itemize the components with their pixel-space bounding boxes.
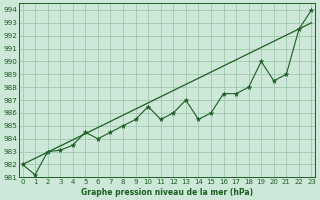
- X-axis label: Graphe pression niveau de la mer (hPa): Graphe pression niveau de la mer (hPa): [81, 188, 253, 197]
